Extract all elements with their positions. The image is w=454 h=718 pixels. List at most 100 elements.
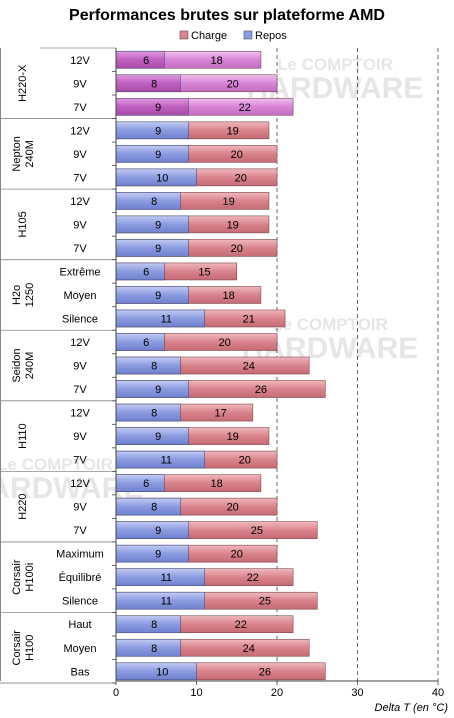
legend-label-repos: Repos [255,30,287,42]
category-label: Maximum [56,549,104,561]
bar-repos [115,121,189,140]
category-label: Bas [71,666,90,678]
value-label-charge: 19 [223,196,235,208]
category-label: 7V [73,455,87,467]
bar-repos [115,239,189,257]
value-label-charge: 20 [219,337,231,349]
group-label: H105 [17,211,29,237]
group-label: H110 [17,423,29,448]
x-tick-label: 40 [432,687,444,699]
value-label-repos: 8 [151,619,157,631]
bar-repos [115,474,165,492]
value-label-charge: 20 [227,78,239,90]
group-label: CorsairH100i [11,559,36,595]
category-label: 12V [70,478,90,490]
x-tick-label: 20 [271,687,283,699]
bar-repos [115,262,165,281]
category-label: 12V [70,125,90,137]
value-label-repos: 6 [143,337,149,349]
group-label: Nepton240M [11,136,36,171]
value-label-repos: 9 [155,243,161,255]
legend: Charge Repos [179,30,287,42]
value-label-charge: 19 [227,219,239,231]
bar-repos [115,98,189,116]
value-label-repos: 6 [143,266,149,278]
category-label: Silence [62,596,98,608]
value-label-charge: 22 [239,102,251,114]
value-label-repos: 11 [161,596,172,608]
value-label-repos: 8 [151,408,157,420]
category-label: 7V [73,384,87,396]
category-label: Moyen [63,290,96,302]
value-label-charge: 24 [243,361,255,373]
legend-swatch-charge [179,30,189,40]
bar-repos [115,356,181,375]
category-label: 12V [70,196,90,208]
bar-repos [115,521,189,539]
bar-repos [115,544,189,563]
value-label-charge: 20 [231,243,243,255]
value-label-repos: 9 [155,102,161,114]
watermark-line-1: Le COMPTOIR [272,315,388,334]
value-label-repos: 9 [155,219,161,231]
value-label-charge: 19 [227,431,239,443]
value-label-charge: 26 [259,666,271,678]
value-label-repos: 8 [151,196,157,208]
value-label-repos: 6 [143,478,149,490]
value-label-repos: 11 [161,455,172,467]
group-label: H2o1250 [11,283,36,307]
category-label: 9V [73,149,87,161]
value-label-repos: 10 [156,172,168,184]
bars: 6 18 8 20 9 22 9 19 9 20 10 20 8 19 9 19 9 20 6 15 9 18 11 21 6 2… [115,50,326,681]
bar-repos [115,192,181,210]
value-label-charge: 20 [239,455,251,467]
value-label-charge: 24 [243,643,255,655]
category-label: Extrême [60,266,101,278]
value-label-charge: 17 [215,408,227,420]
value-label-charge: 20 [231,549,243,561]
bar-repos [115,427,189,445]
group-label: H220-X [17,64,29,102]
labels: H220-X 12V 9V 7V Nepton240M 12V 9V 7V H105 12V 9V 7… [0,47,116,684]
value-label-repos: 11 [161,572,172,584]
value-label-repos: 9 [155,125,161,137]
bar-repos [115,403,181,422]
value-label-charge: 20 [235,172,247,184]
value-label-repos: 9 [155,290,161,302]
category-label: 9V [73,219,87,231]
value-label-repos: 8 [151,643,157,655]
value-label-charge: 25 [251,525,263,537]
value-label-charge: 18 [210,478,222,490]
value-label-charge: 22 [235,619,247,631]
bar-repos [115,50,165,69]
value-label-charge: 19 [227,125,239,137]
category-label: 7V [73,525,87,537]
legend-swatch-repos [243,30,253,40]
value-label-charge: 15 [198,266,210,278]
group-label: CorsairH100 [11,630,36,666]
bar-repos [115,638,181,657]
value-label-repos: 8 [151,361,157,373]
value-label-charge: 25 [259,596,271,608]
group-label: Seidon240M [11,348,36,382]
bar-repos [115,74,181,93]
value-label-charge: 20 [227,502,239,514]
value-label-charge: 18 [223,290,235,302]
category-label: 9V [73,502,87,514]
bar-repos [115,215,189,234]
value-label-repos: 9 [155,525,161,537]
category-label: 12V [70,55,90,67]
bar-repos [115,145,189,163]
x-axis-label: Delta T (en °C) [375,702,449,714]
value-label-charge: 22 [247,572,259,584]
x-axis: 0 10 20 30 40 [112,48,444,699]
category-label: 9V [73,361,87,373]
value-label-repos: 11 [161,313,172,325]
x-tick-label: 0 [113,687,119,699]
category-label: Équilibré [59,571,102,584]
bar-repos [115,286,189,304]
value-label-charge: 21 [243,313,255,325]
category-label: Moyen [63,643,96,655]
value-label-charge: 20 [231,149,243,161]
value-label-charge: 26 [255,384,267,396]
